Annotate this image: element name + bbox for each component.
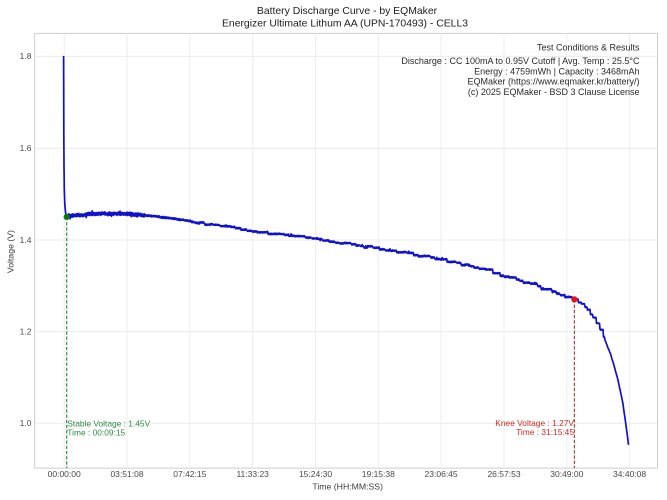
svg-text:30:49:00: 30:49:00	[550, 469, 583, 479]
svg-text:(c) 2025 EQMaker - BSD 3 Claus: (c) 2025 EQMaker - BSD 3 Clause License	[468, 87, 640, 97]
svg-text:Energy : 4759mWh | Capacity :: Energy : 4759mWh | Capacity : 3468mAh	[474, 66, 639, 76]
svg-text:Energizer Ultimate Lithum AA (: Energizer Ultimate Lithum AA (UPN-170493…	[222, 19, 468, 30]
svg-text:03:51:08: 03:51:08	[110, 469, 143, 479]
svg-text:07:42:15: 07:42:15	[173, 469, 206, 479]
svg-text:Time : 31:15:45: Time : 31:15:45	[516, 427, 574, 437]
svg-text:Knee Voltage : 1.27V: Knee Voltage : 1.27V	[495, 418, 574, 428]
svg-text:15:24:30: 15:24:30	[299, 469, 332, 479]
svg-text:23:06:45: 23:06:45	[425, 469, 458, 479]
svg-text:1.2: 1.2	[20, 326, 32, 336]
svg-text:Voltage (V): Voltage (V)	[6, 230, 16, 273]
svg-text:34:40:08: 34:40:08	[613, 469, 646, 479]
svg-text:Time (HH:MM:SS): Time (HH:MM:SS)	[312, 482, 383, 492]
svg-text:1.4: 1.4	[20, 235, 32, 245]
svg-text:00:00:00: 00:00:00	[48, 469, 81, 479]
svg-text:Stable Voltage : 1.45V: Stable Voltage : 1.45V	[67, 419, 150, 429]
svg-text:1.6: 1.6	[20, 143, 32, 153]
svg-text:Discharge : CC 100mA to 0.95V: Discharge : CC 100mA to 0.95V Cutoff | A…	[401, 56, 640, 66]
svg-text:1.0: 1.0	[20, 418, 32, 428]
svg-text:11:33:23: 11:33:23	[236, 469, 269, 479]
svg-text:1.8: 1.8	[20, 51, 32, 61]
svg-text:Time : 00:09:15: Time : 00:09:15	[67, 428, 125, 438]
svg-text:19:15:38: 19:15:38	[362, 469, 395, 479]
svg-text:26:57:53: 26:57:53	[487, 469, 520, 479]
svg-text:Test Conditions & Results: Test Conditions & Results	[537, 43, 640, 53]
svg-text:Battery Discharge Curve - by E: Battery Discharge Curve - by EQMaker	[257, 6, 438, 17]
svg-text:EQMaker (https://www.eqmaker.k: EQMaker (https://www.eqmaker.kr/battery/…	[467, 77, 639, 87]
